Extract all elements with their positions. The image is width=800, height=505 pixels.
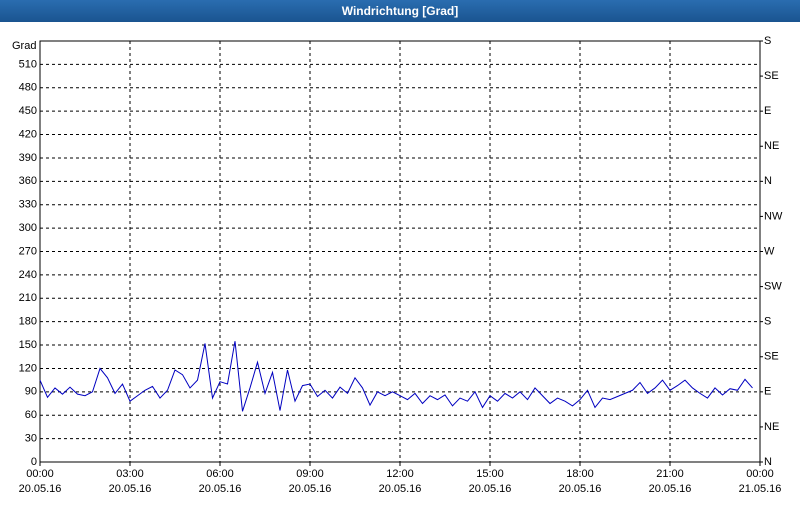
x-tick-label: 00:00 bbox=[746, 468, 774, 480]
x-tick-date: 21.05.16 bbox=[739, 483, 782, 495]
y2-tick-label: N bbox=[764, 175, 772, 187]
x-tick-date: 20.05.16 bbox=[109, 483, 152, 495]
y-tick-label: 150 bbox=[19, 339, 37, 351]
y2-tick-label: S bbox=[764, 316, 771, 328]
y-tick-label: 330 bbox=[19, 199, 37, 211]
y2-tick-label: SE bbox=[764, 351, 779, 363]
y2-tick-label: NE bbox=[764, 421, 779, 433]
y-tick-label: 120 bbox=[19, 362, 37, 374]
x-tick-label: 12:00 bbox=[386, 468, 414, 480]
y-tick-label: 480 bbox=[19, 82, 37, 94]
y-tick-label: 90 bbox=[25, 386, 37, 398]
x-tick-label: 00:00 bbox=[26, 468, 54, 480]
x-tick-label: 03:00 bbox=[116, 468, 144, 480]
y2-tick-label: SW bbox=[764, 280, 782, 292]
y2-tick-label: NW bbox=[764, 210, 783, 222]
x-tick-date: 20.05.16 bbox=[379, 483, 422, 495]
x-tick-date: 20.05.16 bbox=[289, 483, 332, 495]
y-tick-label: 240 bbox=[19, 269, 37, 281]
x-tick-date: 20.05.16 bbox=[19, 483, 62, 495]
y-tick-label: 510 bbox=[19, 58, 37, 70]
y2-tick-label: N bbox=[764, 456, 772, 468]
y-tick-label: 60 bbox=[25, 409, 37, 421]
x-tick-date: 20.05.16 bbox=[469, 483, 512, 495]
y-tick-label: 450 bbox=[19, 105, 37, 117]
y-tick-label: 420 bbox=[19, 128, 37, 140]
plot-frame bbox=[39, 40, 761, 463]
x-tick-date: 20.05.16 bbox=[199, 483, 242, 495]
y-tick-label: 300 bbox=[19, 222, 37, 234]
x-tick-label: 15:00 bbox=[476, 468, 504, 480]
y-tick-label: 270 bbox=[19, 245, 37, 257]
y-tick-label: 180 bbox=[19, 316, 37, 328]
y-tick-label: 360 bbox=[19, 175, 37, 187]
y2-tick-label: W bbox=[764, 245, 775, 257]
y-axis-label: Grad bbox=[12, 40, 36, 52]
x-tick-label: 18:00 bbox=[566, 468, 594, 480]
x-tick-label: 06:00 bbox=[206, 468, 234, 480]
y2-tick-label: E bbox=[764, 386, 771, 398]
y2-tick-label: E bbox=[764, 105, 771, 117]
x-tick-label: 09:00 bbox=[296, 468, 324, 480]
y-tick-label: 0 bbox=[31, 456, 37, 468]
x-tick-label: 21:00 bbox=[656, 468, 684, 480]
x-tick-date: 20.05.16 bbox=[559, 483, 602, 495]
y2-tick-label: S bbox=[764, 35, 771, 47]
y2-tick-label: SE bbox=[764, 70, 779, 82]
title-bar: Windrichtung [Grad] bbox=[0, 0, 800, 22]
x-tick-date: 20.05.16 bbox=[649, 483, 692, 495]
y-tick-label: 30 bbox=[25, 433, 37, 445]
y-tick-label: 390 bbox=[19, 152, 37, 164]
chart: Grad 0 30 60 90 120 150 180 210 240 270 300 330 360 3… bbox=[12, 35, 783, 495]
data-line bbox=[39, 341, 753, 412]
y2-tick-label: NE bbox=[764, 140, 779, 152]
y-tick-label: 210 bbox=[19, 292, 37, 304]
